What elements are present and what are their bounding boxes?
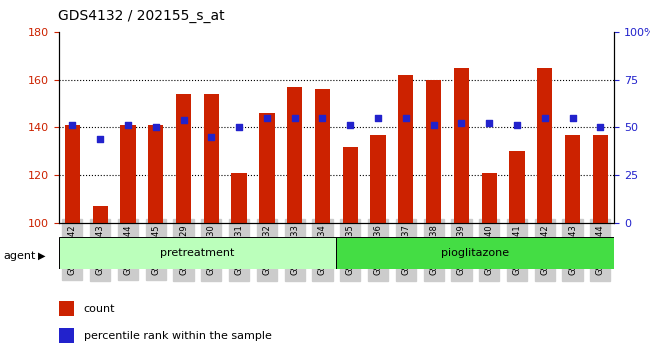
Bar: [58, 237, 337, 269]
Bar: [58, 328, 74, 343]
Point: [484, 120, 495, 126]
Point: [123, 122, 133, 128]
Text: GDS4132 / 202155_s_at: GDS4132 / 202155_s_at: [58, 9, 225, 23]
Bar: [231, 173, 247, 223]
Bar: [343, 147, 358, 223]
Text: percentile rank within the sample: percentile rank within the sample: [83, 331, 272, 341]
Point: [95, 137, 105, 142]
Text: ▶: ▶: [38, 251, 46, 261]
Point: [567, 115, 578, 121]
Point: [206, 134, 216, 140]
Bar: [65, 125, 80, 223]
Bar: [259, 113, 274, 223]
Point: [428, 122, 439, 128]
Bar: [203, 94, 219, 223]
Bar: [315, 89, 330, 223]
Point: [373, 115, 384, 121]
Bar: [92, 206, 108, 223]
Bar: [120, 125, 136, 223]
Bar: [337, 237, 614, 269]
Point: [289, 115, 300, 121]
Point: [262, 115, 272, 121]
Bar: [148, 125, 163, 223]
Point: [151, 125, 161, 130]
Bar: [398, 75, 413, 223]
Point: [512, 122, 522, 128]
Point: [67, 122, 77, 128]
Bar: [565, 135, 580, 223]
Point: [178, 118, 188, 123]
Text: agent: agent: [3, 251, 36, 261]
Bar: [370, 135, 385, 223]
Point: [345, 122, 356, 128]
Bar: [482, 173, 497, 223]
Text: count: count: [83, 304, 115, 314]
Point: [400, 115, 411, 121]
Bar: [537, 68, 552, 223]
Bar: [287, 87, 302, 223]
Point: [317, 115, 328, 121]
Bar: [176, 94, 191, 223]
Point: [595, 125, 606, 130]
Text: pretreatment: pretreatment: [161, 248, 235, 258]
Bar: [510, 152, 525, 223]
Point: [540, 115, 550, 121]
Point: [234, 125, 244, 130]
Text: pioglitazone: pioglitazone: [441, 248, 510, 258]
Point: [456, 120, 467, 126]
Bar: [58, 301, 74, 316]
Bar: [593, 135, 608, 223]
Bar: [454, 68, 469, 223]
Bar: [426, 80, 441, 223]
